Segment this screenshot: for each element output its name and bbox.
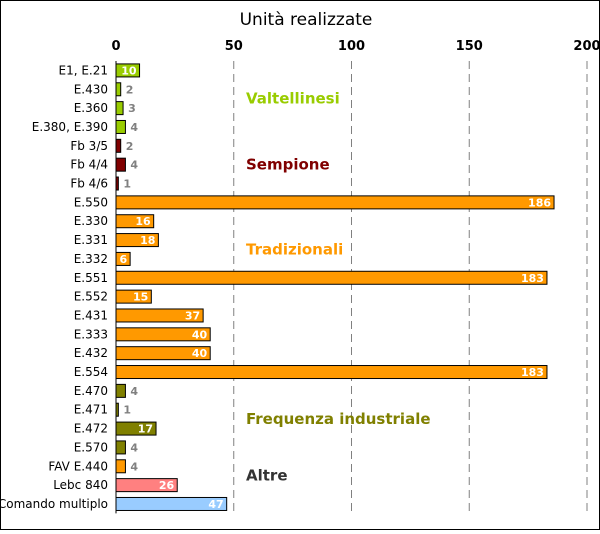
category-label: E.333 [74, 327, 108, 341]
category-label: FAV E.440 [48, 459, 108, 473]
data-label: 1 [123, 404, 131, 417]
x-tick-label: 0 [111, 39, 120, 54]
bar [115, 459, 126, 474]
bar [115, 82, 122, 97]
data-label: 2 [126, 83, 134, 96]
category-label: Lebc 840 [53, 478, 108, 492]
bar [115, 440, 126, 455]
x-tick-label: 100 [338, 39, 365, 54]
data-label: 183 [521, 366, 544, 379]
data-label: 15 [133, 291, 148, 304]
group-annotation: Valtellinesi [246, 90, 340, 108]
bar [115, 383, 126, 398]
bar [115, 270, 548, 285]
category-label: Fb 4/4 [70, 158, 108, 172]
chart-title: Unità realizzate [240, 10, 373, 30]
category-label: E.570 [74, 440, 108, 454]
data-label: 4 [130, 441, 138, 454]
category-label: E.331 [74, 233, 108, 247]
category-label: E.554 [74, 365, 108, 379]
bar [115, 365, 548, 380]
x-tick-label: 150 [456, 39, 483, 54]
x-axis-ticks: 0 50 100 150 200 [111, 39, 600, 54]
bar [115, 119, 126, 134]
category-label: E.380, E.390 [32, 120, 108, 134]
x-tick-label: 50 [225, 39, 243, 54]
category-label: E.472 [74, 422, 108, 436]
bar [115, 157, 126, 172]
category-label: E.332 [74, 252, 108, 266]
data-label: 183 [521, 272, 544, 285]
data-label: 47 [208, 498, 223, 511]
y-axis-labels: E1, E.21 E.430 E.360 E.380, E.390 Fb 3/5 Fb 4… [0, 63, 108, 511]
data-label: 3 [128, 102, 136, 115]
category-label: E.431 [74, 308, 108, 322]
data-label: 4 [130, 121, 138, 134]
group-annotation: Altre [246, 467, 288, 485]
bar [115, 101, 124, 116]
data-label: 4 [130, 159, 138, 172]
data-label: 10 [121, 64, 137, 77]
data-label: 2 [126, 140, 134, 153]
category-label: E.360 [74, 101, 108, 115]
bar [115, 138, 122, 153]
data-label: 186 [528, 196, 551, 209]
category-label: E.432 [74, 346, 108, 360]
group-annotation: Sempione [246, 156, 330, 174]
data-label: 17 [138, 423, 153, 436]
grid-lines [233, 61, 588, 514]
data-label: 40 [192, 347, 208, 360]
data-label: 37 [185, 309, 200, 322]
data-label: 40 [192, 328, 208, 341]
data-label: 16 [135, 215, 151, 228]
category-label: E.471 [74, 403, 108, 417]
category-label: E.552 [74, 290, 108, 304]
category-label: E.550 [74, 195, 108, 209]
data-label: 1 [123, 178, 131, 191]
category-label: Fb 3/5 [70, 139, 108, 153]
category-label: E.551 [74, 271, 108, 285]
category-label: Comando multiplo [1, 497, 108, 511]
bars [115, 63, 555, 511]
x-tick-label: 200 [573, 39, 599, 54]
group-annotation: Tradizionali [246, 241, 343, 259]
group-annotations: Valtellinesi Sempione Tradizionali Frequenz… [246, 90, 431, 485]
data-label: 26 [159, 479, 175, 492]
category-label: E1, E.21 [58, 63, 108, 77]
data-label: 6 [119, 253, 127, 266]
data-label: 4 [130, 385, 138, 398]
group-annotation: Frequenza industriale [246, 410, 431, 428]
category-label: E.330 [74, 214, 108, 228]
bar [115, 195, 555, 210]
data-label: 18 [140, 234, 155, 247]
category-label: Fb 4/6 [70, 177, 108, 191]
data-label: 4 [130, 460, 138, 473]
category-label: E.430 [74, 82, 108, 96]
category-label: E.470 [74, 384, 108, 398]
